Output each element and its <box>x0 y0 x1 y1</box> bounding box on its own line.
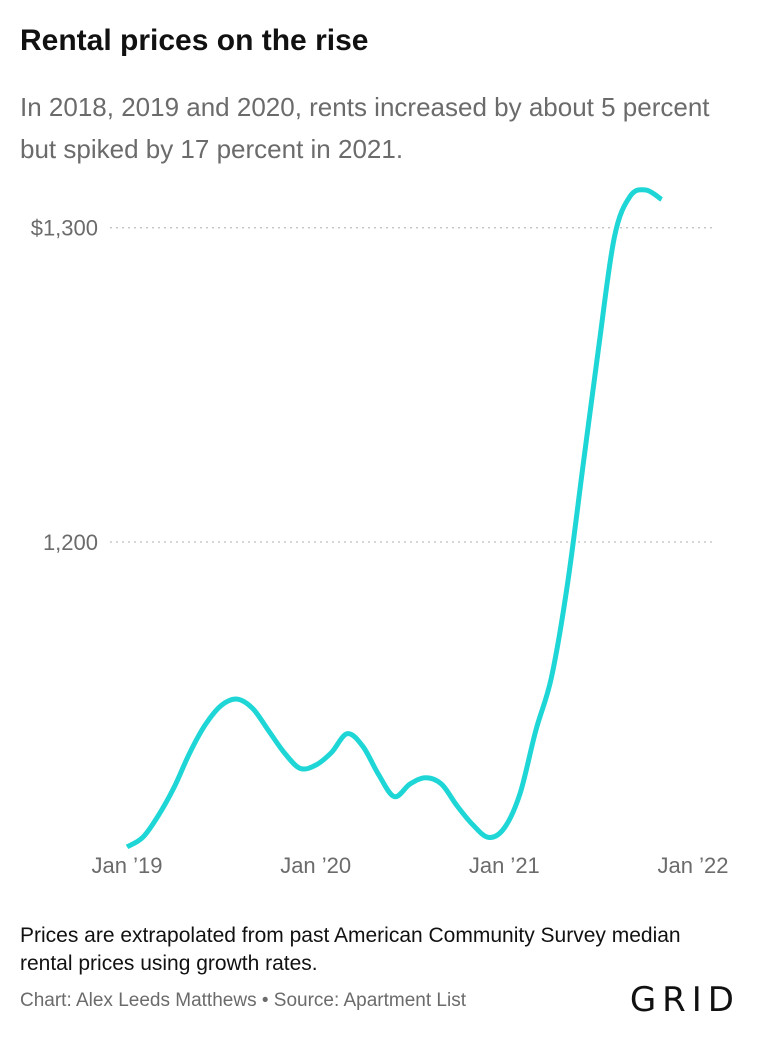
grid-logo: GRID <box>629 980 740 1020</box>
chart-credit: Chart: Alex Leeds Matthews • Source: Apa… <box>20 990 466 1011</box>
x-tick-label: Jan ’22 <box>658 853 729 878</box>
chart-note: Prices are extrapolated from past Americ… <box>20 924 681 975</box>
line-chart: 1,200 $1,300 Jan ’19 Jan ’20 Jan ’21 Jan ’22 <box>31 187 729 878</box>
x-tick-label: Jan ’21 <box>469 853 540 878</box>
x-tick-label: Jan ’20 <box>280 853 351 878</box>
y-axis-ticks: 1,200 $1,300 <box>31 216 98 555</box>
series-layer <box>125 187 663 850</box>
x-axis-ticks: Jan ’19 Jan ’20 Jan ’21 Jan ’22 <box>92 853 729 878</box>
chart-subtitle: In 2018, 2019 and 2020, rents increased … <box>20 92 710 164</box>
x-tick-label: Jan ’19 <box>92 853 163 878</box>
y-tick-label: $1,300 <box>31 216 98 241</box>
gridlines <box>110 227 712 543</box>
y-tick-label: 1,200 <box>43 530 98 555</box>
chart-title: Rental prices on the rise <box>20 24 369 57</box>
series-line-0 <box>125 187 663 850</box>
